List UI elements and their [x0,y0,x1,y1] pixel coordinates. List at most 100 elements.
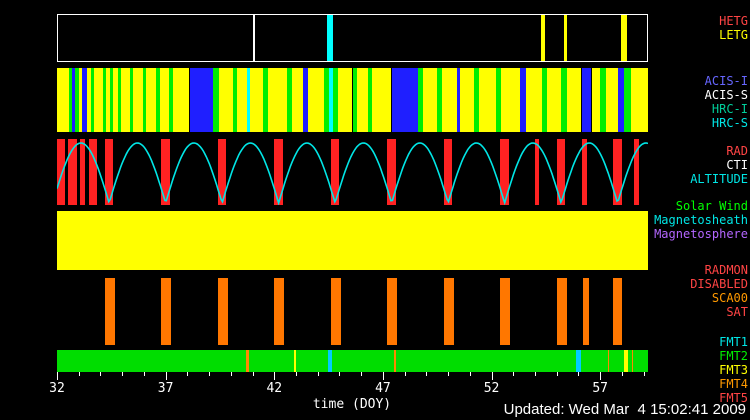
band-label-altitude: ALTITUDE [690,172,748,186]
timeline-segment [372,68,392,132]
timeline-segment [213,68,219,132]
axis-tick [382,372,384,380]
x-axis: 32 37 42 47 52 57 [0,372,750,406]
timeline-segment [328,68,334,132]
timeline-segment [93,68,103,132]
timeline-segment [252,15,255,61]
timeline-segment [75,68,79,132]
axis-tick-label: 32 [49,381,65,396]
timeline-segment [352,68,357,132]
timeline-segment [474,68,479,132]
timeline-segment [338,68,353,132]
band-label-rad: RAD [726,144,748,158]
band-label-hetg: HETG [719,14,748,28]
timeline-segment [274,278,285,345]
band-gratings [57,14,648,62]
band-label-radmon: RADMON [704,263,748,277]
band-label-acis-i: ACIS-I [704,74,748,88]
labels-telemetry: FMT1 FMT2 FMT3 FMT4 FMT5 [719,335,748,405]
timeline-segment [561,68,567,132]
axis-tick [274,372,276,380]
band-radiation [57,139,648,205]
band-region [57,211,648,270]
timeline-segment [87,68,91,132]
timeline-segment [393,350,396,372]
axis-tick [621,372,623,376]
axis-tick [556,372,558,376]
timeline-segment [501,68,520,132]
timeline-segment [607,350,610,372]
timeline-segment [133,68,143,132]
axis-tick-label: 42 [266,381,283,396]
timeline-segment [110,68,114,132]
timeline-segment [79,139,86,205]
timeline-segment [437,68,442,132]
timeline-segment [293,350,296,372]
timeline-segment [142,68,147,132]
timeline-segment [417,68,424,132]
timeline-segment [391,68,418,132]
band-label-sca00: SCA00 [711,291,748,305]
timeline-segment [633,139,640,205]
timeline-segment [495,68,502,132]
timeline-segment [113,68,118,132]
band-label-cti: CTI [726,158,748,172]
timeline-segment [105,68,111,132]
axis-tick [426,372,428,376]
labels-instruments: ACIS-I ACIS-S HRC-I HRC-S [705,74,748,130]
axis-tick [252,372,254,376]
timeline-segment [356,68,368,132]
timeline-segment [146,68,156,132]
axis-tick-label: 52 [483,381,500,396]
band-label-acis-s: ACIS-S [704,88,748,102]
axis-tick [600,372,602,380]
timeline-segment [546,68,562,132]
axis-tick [187,372,189,376]
timeline-segment [460,68,475,132]
timeline-segment [600,68,606,132]
timeline-segment [117,68,122,132]
timeline-segment [387,139,396,205]
timeline-segment [237,68,248,132]
timeline-segment [161,278,172,345]
timeline-segment [624,350,629,372]
timeline-segment [624,68,631,132]
timeline-segment [307,68,325,132]
axis-tick [643,372,645,376]
timeline-segment [423,68,438,132]
timeline-segment [160,68,169,132]
altitude-curve [57,142,648,205]
timeline-segment [519,68,527,132]
timeline-segment [500,139,509,205]
band-label-hrc-i: HRC-I [711,102,748,116]
band-label-solar-wind: Solar Wind [675,199,748,213]
timeline-segment [564,15,568,61]
timeline-segment [302,68,308,132]
axis-tick [209,372,211,376]
axis-tick [100,372,102,376]
axis-tick [491,372,493,380]
labels-radmon: RADMON DISABLED SCA00 SAT [690,263,748,319]
timeline-segment [249,68,264,132]
timeline-segment [287,68,292,132]
timeline-segment [121,68,130,132]
timeline-segment [67,139,77,205]
timeline-segment [247,68,250,132]
timeline-segment [540,15,546,61]
timeline-segment [274,139,283,205]
axis-tick [361,372,363,376]
band-label-disabled: DISABLED [690,277,748,291]
axis-tick [122,372,124,376]
timeline-segment [68,68,73,132]
timeline-segment [441,68,457,132]
axis-tick [57,372,58,380]
axis-tick [317,372,319,376]
timeline-segment [218,68,233,132]
timeline-segment [613,278,622,345]
timeline-segment [291,68,303,132]
timeline-segment [591,68,601,132]
timeline-segment [57,139,65,205]
timeline-segment [605,68,618,132]
timeline-segment [326,15,334,61]
